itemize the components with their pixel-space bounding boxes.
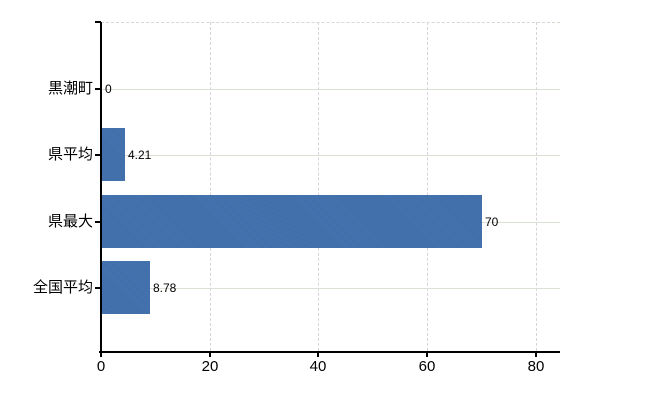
y-axis-label-2: 県最大 <box>47 213 93 230</box>
x-axis-line <box>99 351 560 353</box>
v-gridline-60 <box>427 22 428 351</box>
value-label-0: 0 <box>105 82 112 96</box>
v-gridline-40 <box>318 22 319 351</box>
h-gridline-0 <box>101 89 560 90</box>
v-gridline-20 <box>210 22 211 351</box>
plot-area: 0 4.21 70 8.78 <box>101 22 560 351</box>
bar-1 <box>102 128 125 181</box>
x-tick-60 <box>426 351 428 357</box>
x-axis-tick-label-60: 60 <box>418 358 436 375</box>
x-axis-tick-label-0: 0 <box>96 358 106 375</box>
bar-3 <box>102 261 150 314</box>
y-tick-3 <box>95 287 101 289</box>
y-tick-top <box>95 21 101 23</box>
bar-2 <box>102 195 482 248</box>
y-axis-line <box>100 22 102 353</box>
v-gridline-80 <box>536 22 537 351</box>
y-tick-0 <box>95 88 101 90</box>
x-tick-20 <box>209 351 211 357</box>
y-axis-label-0: 黒潮町 <box>47 80 93 97</box>
x-tick-80 <box>535 351 537 357</box>
h-gridline-3 <box>101 288 560 289</box>
y-axis-label-3: 全国平均 <box>32 279 93 296</box>
value-label-3: 8.78 <box>153 281 177 295</box>
x-axis-tick-label-80: 80 <box>527 358 545 375</box>
y-tick-2 <box>95 221 101 223</box>
plot-top-border <box>101 22 560 23</box>
x-axis-tick-label-40: 40 <box>309 358 327 375</box>
value-label-1: 4.21 <box>128 148 152 162</box>
value-label-2: 70 <box>485 215 499 229</box>
x-tick-0 <box>100 351 102 357</box>
x-tick-40 <box>317 351 319 357</box>
x-axis-tick-label-20: 20 <box>201 358 219 375</box>
h-gridline-1 <box>101 155 560 156</box>
y-tick-1 <box>95 154 101 156</box>
y-axis-label-1: 県平均 <box>47 146 93 163</box>
